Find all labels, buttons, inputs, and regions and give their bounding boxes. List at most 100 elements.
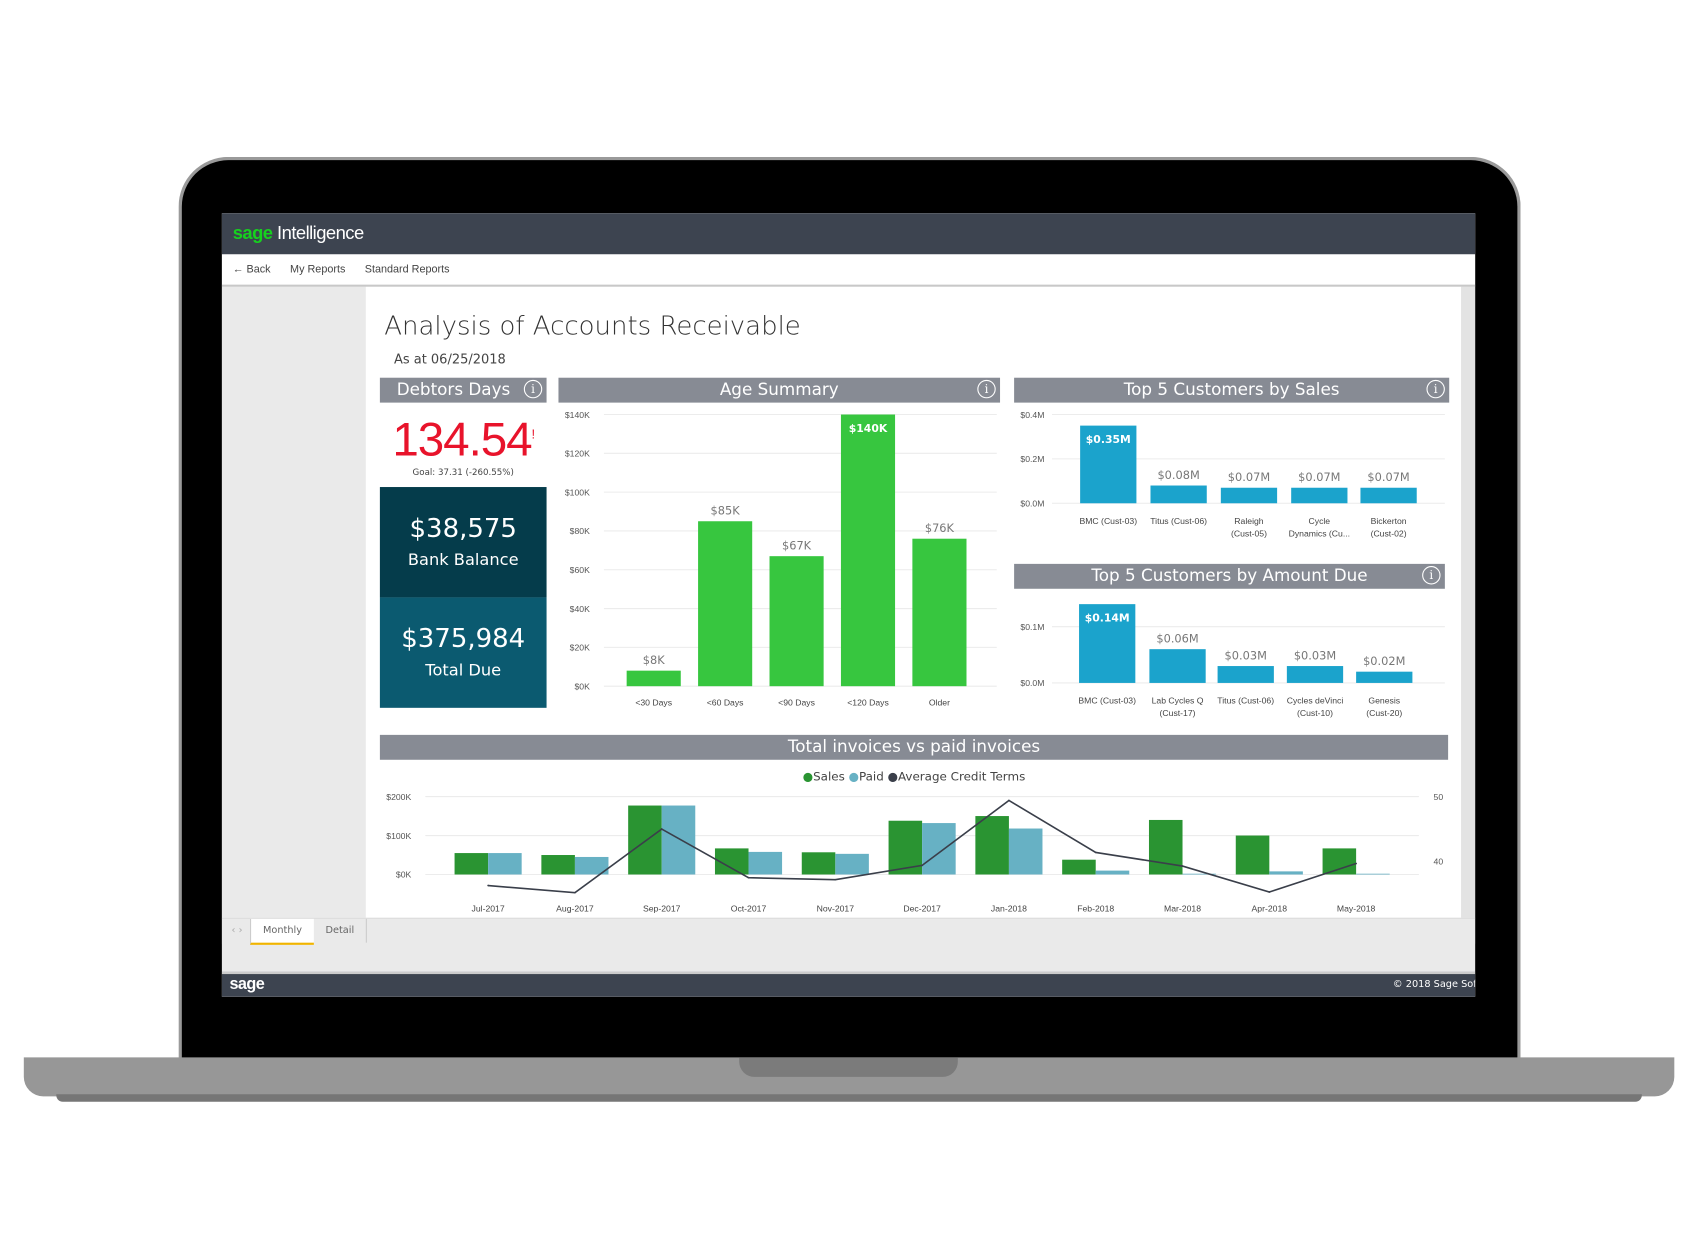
tab-detail[interactable]: Detail [314, 918, 367, 943]
x-tick-label: (Cust-17) [1160, 708, 1196, 718]
paid-bar [922, 823, 956, 875]
x-tick-label: (Cust-20) [1366, 708, 1402, 718]
total-due-label: Total Due [425, 660, 502, 680]
x-tick-label: Aug-2017 [556, 903, 594, 913]
y-tick-label: $0.4M [1020, 410, 1044, 420]
legend-credit-terms[interactable]: ●Average Credit Terms [888, 770, 1026, 784]
y-tick-label: $0.2M [1020, 454, 1044, 464]
y-tick-label-left: $200K [386, 792, 411, 802]
laptop-base-shadow [56, 1094, 1642, 1102]
tab-prev-icon[interactable]: ‹ [231, 925, 236, 937]
footer-sage-logo: sage [229, 975, 265, 994]
x-tick-label: Cycles deVinci [1287, 695, 1344, 705]
info-icon[interactable]: i [523, 379, 543, 399]
info-icon[interactable]: i [1422, 566, 1441, 585]
app-footer: sage © 2018 Sage Soft [221, 971, 1476, 997]
paid-bar [1356, 873, 1390, 875]
y-tick-label: $0.1M [1020, 622, 1044, 632]
y-tick-label: $0.0M [1020, 499, 1044, 509]
bar [626, 670, 681, 687]
x-tick-label: BMC (Cust-03) [1079, 516, 1137, 526]
invoices-chart: $0K $100K $200K 40 50 Jul-2017 Aug-2017 Sep-201… [386, 792, 1444, 913]
info-icon[interactable]: i [1426, 379, 1445, 399]
paid-bar [574, 856, 609, 875]
tab-scroll-arrows[interactable]: ‹ › [226, 919, 248, 943]
x-tick-label: <30 Days [635, 698, 672, 708]
credit-terms-point [921, 864, 923, 867]
credit-terms-point [487, 884, 489, 887]
x-tick-label: Genesis [1368, 695, 1400, 705]
nav-bar: ← Back My Reports Standard Reports [221, 254, 1476, 287]
data-label: $0.06M [1156, 632, 1198, 646]
x-tick-label: Dynamics (Cu... [1289, 528, 1350, 538]
x-tick-label: <90 Days [778, 698, 815, 708]
x-tick-label: Lab Cycles Q [1152, 695, 1204, 705]
paid-bar [1095, 870, 1130, 875]
vertical-scrollbar[interactable] [1461, 286, 1476, 918]
credit-terms-point [834, 878, 837, 881]
top5-sales-title: Top 5 Customers by Sales [1123, 379, 1340, 400]
back-link[interactable]: ← Back [232, 264, 271, 276]
y-tick-label: $0K [574, 681, 590, 691]
data-label: $0.03M [1225, 649, 1267, 663]
debtors-days-value: 134.54 [392, 413, 532, 467]
bank-balance-label: Bank Balance [407, 549, 519, 570]
credit-terms-point [574, 891, 576, 894]
copyright-text: © 2018 Sage Soft [1392, 979, 1476, 991]
as-at-date: As at 06/25/2018 [393, 351, 506, 367]
y-tick-label: $0.0M [1020, 678, 1044, 688]
data-label: $0.07M [1228, 470, 1270, 484]
legend-dot-icon: ● [848, 769, 859, 784]
bar [912, 538, 967, 687]
data-label: $0.08M [1157, 468, 1199, 482]
legend-sales[interactable]: ●Sales [803, 770, 845, 784]
data-label: $140K [849, 422, 888, 435]
paid-bar [835, 853, 869, 875]
paid-bar [1008, 828, 1043, 875]
legend-label: Paid [858, 769, 884, 784]
total-due-card: $375,984 Total Due [379, 597, 547, 708]
sales-bar [628, 805, 662, 875]
y-tick-label: $40K [570, 604, 590, 614]
my-reports-link[interactable]: My Reports [290, 264, 346, 276]
bar [840, 414, 896, 687]
top5-due-header: Top 5 Customers by Amount Due i [1014, 563, 1445, 589]
info-icon[interactable]: i [977, 379, 996, 399]
bar [1079, 604, 1136, 683]
paid-bar [748, 851, 783, 875]
sales-bar [1062, 859, 1096, 875]
bar [698, 521, 753, 687]
x-tick-label: Nov-2017 [817, 903, 855, 913]
sales-bar [1235, 835, 1270, 875]
x-tick-label: Dec-2017 [903, 903, 941, 913]
data-label: $85K [711, 504, 741, 518]
legend-label: Average Credit Terms [897, 769, 1026, 784]
sales-bar [454, 853, 489, 875]
x-tick-label: BMC (Cust-03) [1078, 695, 1136, 705]
invoices-header: Total invoices vs paid invoices [379, 734, 1449, 760]
bar [1360, 487, 1417, 504]
debtors-days-title: Debtors Days [396, 379, 511, 400]
paid-bar [1182, 873, 1217, 875]
page-title: Analysis of Accounts Receivable [384, 310, 801, 341]
paid-bar [488, 853, 522, 875]
invoices-legend: ●Sales ●Paid ●Average Credit Terms [380, 770, 1448, 785]
legend-paid[interactable]: ●Paid [849, 770, 884, 784]
sales-bar [975, 816, 1009, 875]
brand-text: sage [232, 222, 273, 244]
tab-next-icon[interactable]: › [238, 925, 243, 937]
sales-bar [1322, 848, 1357, 875]
sage-intelligence-logo[interactable]: sage Intelligence [233, 223, 364, 245]
standard-reports-link[interactable]: Standard Reports [364, 264, 450, 276]
data-label: $0.02M [1363, 654, 1405, 668]
x-tick-label: (Cust-10) [1297, 708, 1333, 718]
x-tick-label: Apr-2018 [1252, 903, 1288, 913]
credit-terms-point [1355, 862, 1357, 865]
top5-due-title: Top 5 Customers by Amount Due [1091, 566, 1368, 586]
y-tick-label: $140K [565, 410, 590, 420]
y-tick-label-right: 40 [1434, 857, 1444, 867]
tab-monthly[interactable]: Monthly [250, 918, 314, 945]
debtors-days-header: Debtors Days i [379, 377, 547, 403]
age-summary-chart: $0K $20K $40K $60K $80K $100K $120K $140K $8K <30… [565, 410, 997, 708]
x-tick-label: Raleigh [1234, 516, 1263, 526]
